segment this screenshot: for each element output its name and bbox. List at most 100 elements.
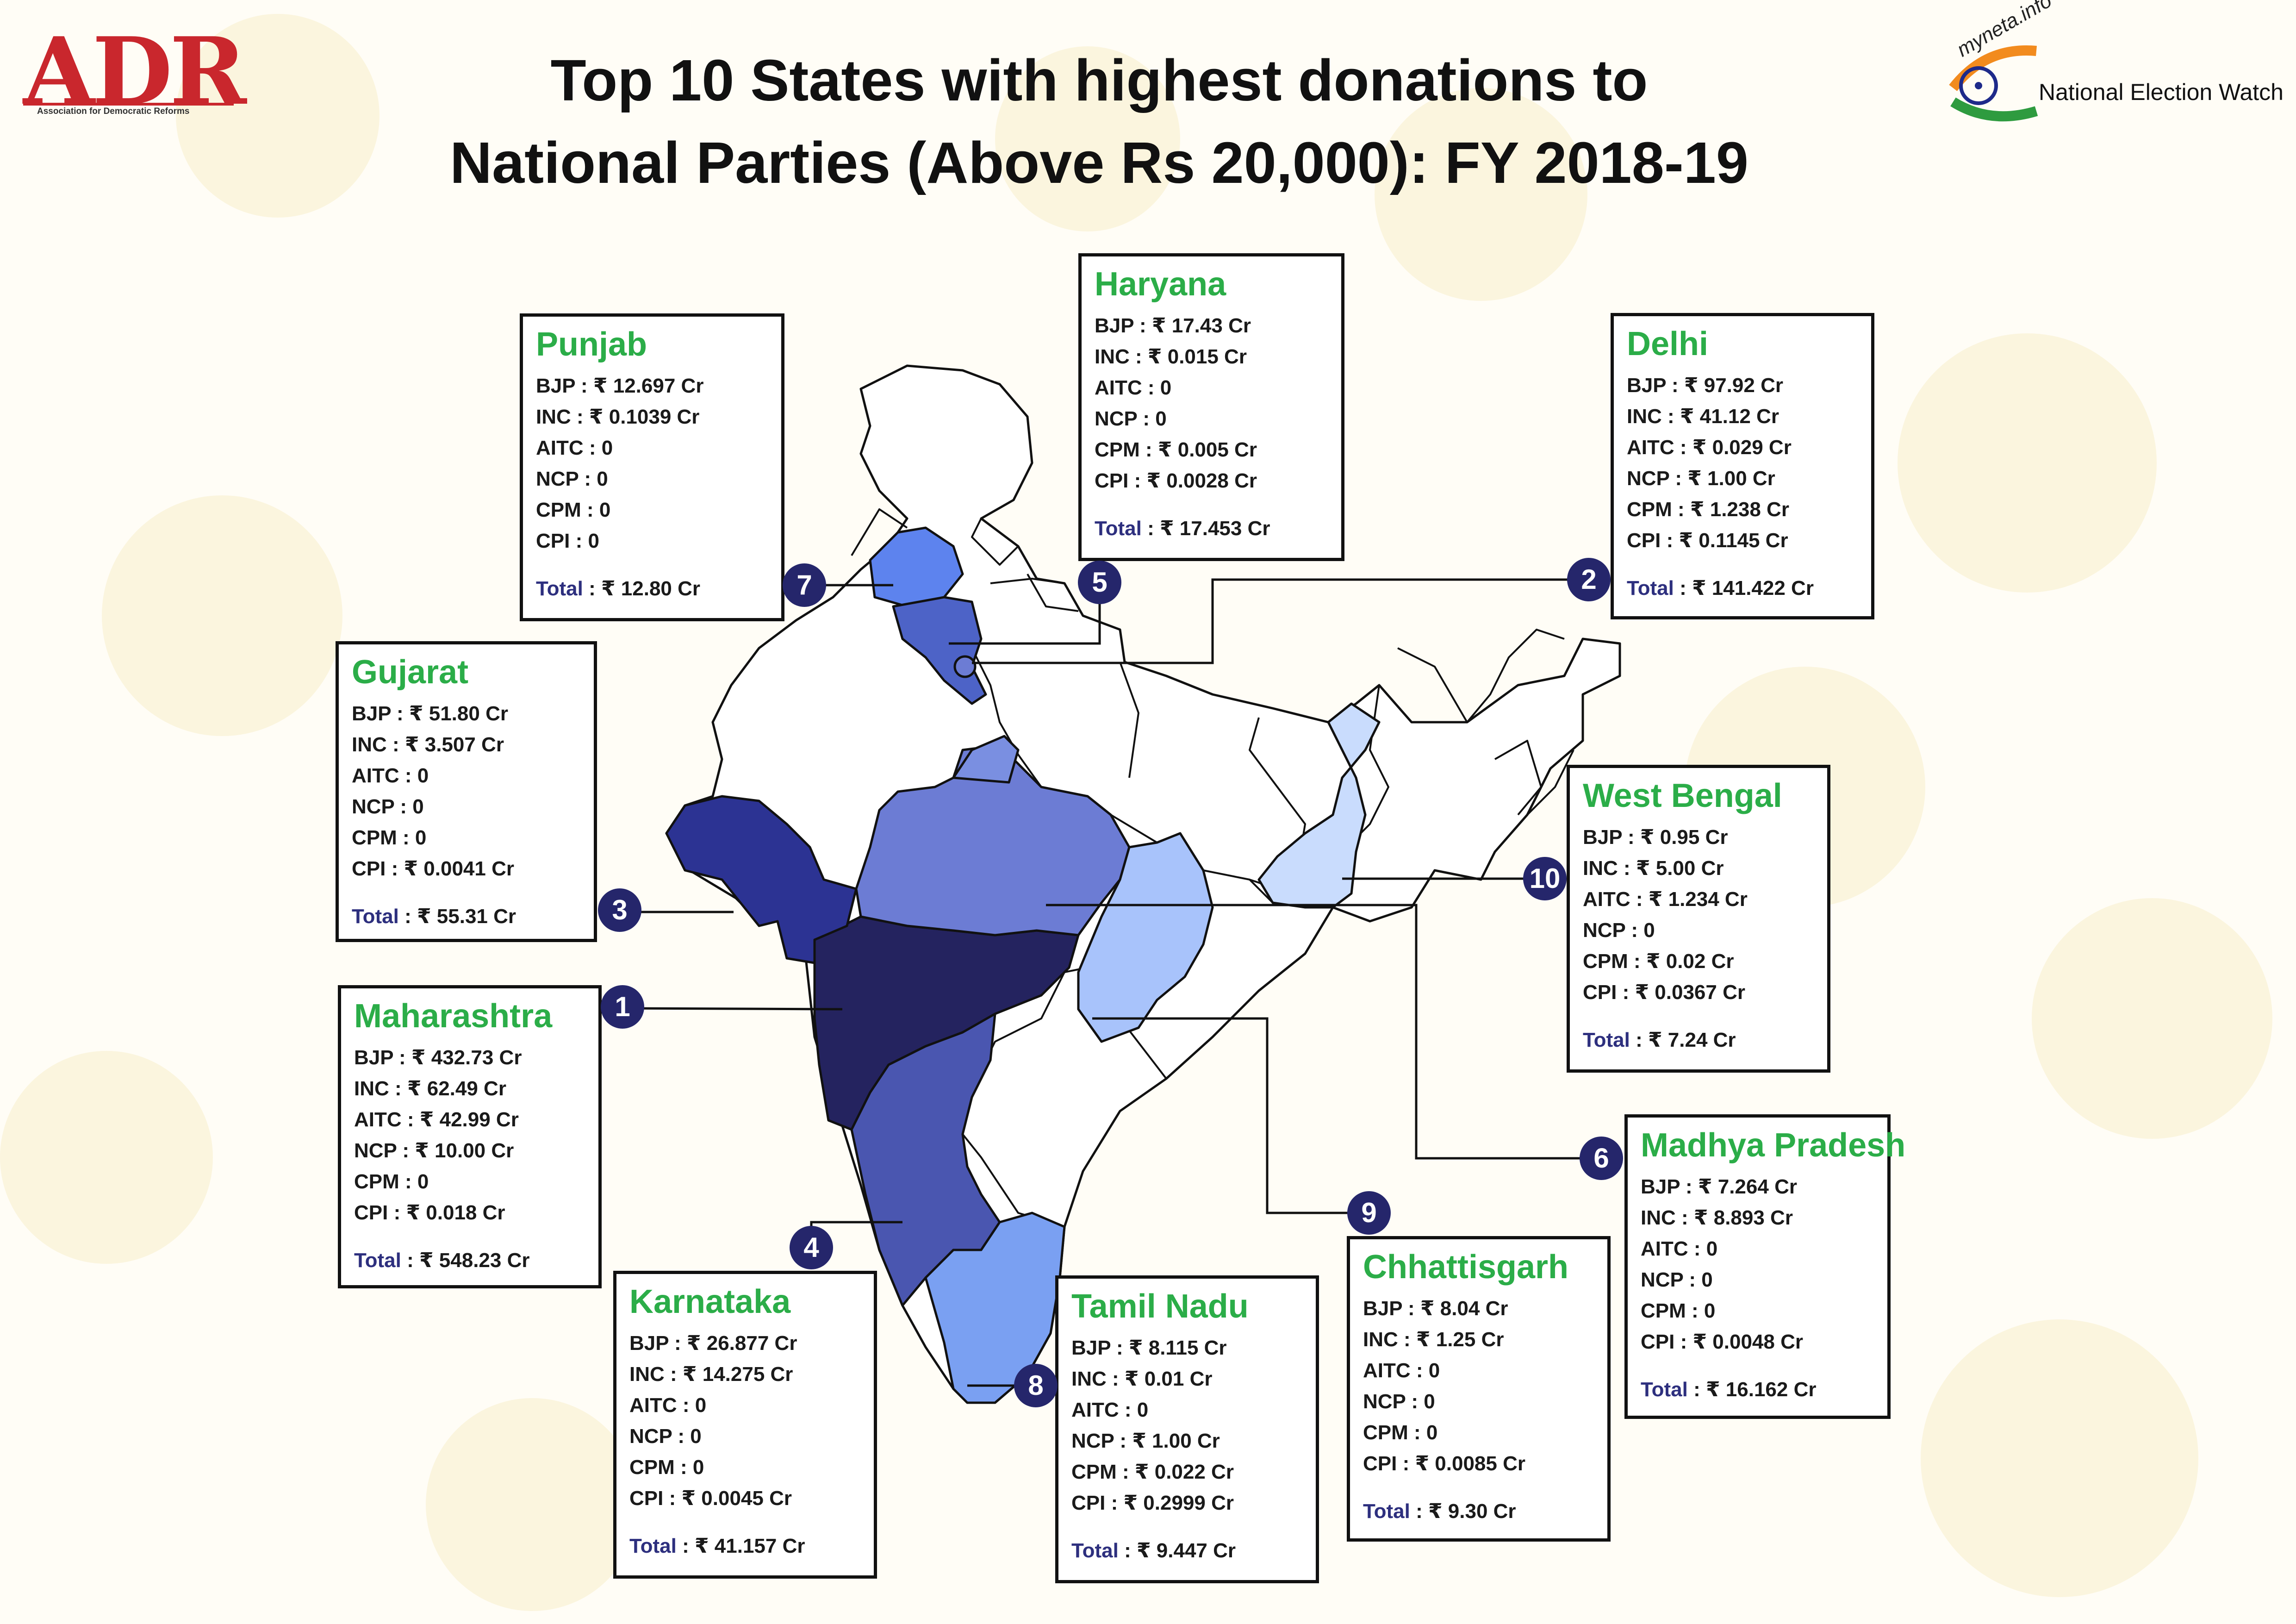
party-row-inc: INC : ₹ 62.49 Cr bbox=[354, 1077, 506, 1100]
total-label: Total bbox=[1641, 1378, 1688, 1401]
party-row-cpm: CPM : ₹ 0.02 Cr bbox=[1583, 950, 1734, 973]
state-name: Chhattisgarh bbox=[1363, 1249, 1569, 1286]
party-row-ncp: NCP : ₹ 10.00 Cr bbox=[354, 1139, 514, 1162]
party-row-aitc: AITC : ₹ 0.029 Cr bbox=[1627, 436, 1792, 459]
party-row-ncp: NCP : 0 bbox=[1641, 1268, 1713, 1291]
page-title: Top 10 States with highest donations to … bbox=[324, 39, 1874, 204]
party-row-cpi: CPI : ₹ 0.0028 Cr bbox=[1095, 469, 1257, 492]
party-row-aitc: AITC : 0 bbox=[1641, 1237, 1718, 1260]
total-label: Total bbox=[352, 905, 399, 928]
party-row-inc: INC : ₹ 0.015 Cr bbox=[1095, 345, 1247, 368]
party-row-aitc: AITC : ₹ 42.99 Cr bbox=[354, 1108, 519, 1131]
party-row-ncp: NCP : 0 bbox=[1583, 919, 1655, 942]
total-label: Total bbox=[629, 1535, 677, 1557]
party-row-cpi: CPI : ₹ 0.0041 Cr bbox=[352, 857, 514, 880]
state-shape-madhya-pradesh-north bbox=[952, 735, 1020, 784]
party-row-cpi: CPI : 0 bbox=[536, 530, 599, 552]
total-label: Total bbox=[1071, 1539, 1119, 1562]
party-row-bjp: BJP : ₹ 8.115 Cr bbox=[1071, 1337, 1227, 1359]
party-row-cpi: CPI : ₹ 0.0048 Cr bbox=[1641, 1330, 1803, 1353]
party-row-cpm: CPM : 0 bbox=[1363, 1421, 1438, 1444]
total-row: Total : ₹ 55.31 Cr bbox=[352, 903, 581, 931]
party-row-cpm: CPM : ₹ 1.238 Cr bbox=[1627, 498, 1789, 521]
state-box-maharashtra: Maharashtra BJP : ₹ 432.73 Cr INC : ₹ 62… bbox=[338, 985, 602, 1288]
party-row-aitc: AITC : 0 bbox=[1095, 376, 1172, 399]
title-line-2: National Parties (Above Rs 20,000): FY 2… bbox=[450, 130, 1748, 195]
total-row: Total : ₹ 7.24 Cr bbox=[1583, 1026, 1814, 1054]
rank-badge-10: 10 bbox=[1523, 857, 1567, 900]
total-row: Total : ₹ 9.30 Cr bbox=[1363, 1498, 1594, 1525]
national-election-watch-text: National Election Watch bbox=[2039, 79, 2284, 105]
total-row: Total : ₹ 16.162 Cr bbox=[1641, 1376, 1874, 1404]
total-label: Total bbox=[1583, 1029, 1630, 1051]
adr-logo-bar bbox=[23, 103, 234, 106]
state-name: Karnataka bbox=[629, 1283, 791, 1320]
state-shape-delhi bbox=[953, 655, 977, 678]
total-value: : ₹ 17.453 Cr bbox=[1141, 517, 1270, 540]
party-row-bjp: BJP : ₹ 12.697 Cr bbox=[536, 375, 704, 397]
party-row-aitc: AITC : ₹ 1.234 Cr bbox=[1583, 888, 1748, 911]
state-name: Gujarat bbox=[352, 654, 469, 691]
state-name: West Bengal bbox=[1583, 777, 1782, 814]
party-row-inc: INC : ₹ 0.01 Cr bbox=[1071, 1368, 1213, 1390]
total-value: : ₹ 141.422 Cr bbox=[1674, 577, 1814, 600]
party-row-ncp: NCP : 0 bbox=[1095, 407, 1167, 430]
party-row-aitc: AITC : 0 bbox=[1071, 1399, 1149, 1421]
party-row-bjp: BJP : ₹ 17.43 Cr bbox=[1095, 314, 1251, 337]
total-value: : ₹ 16.162 Cr bbox=[1687, 1378, 1817, 1401]
party-row-bjp: BJP : ₹ 0.95 Cr bbox=[1583, 826, 1728, 849]
total-value: : ₹ 7.24 Cr bbox=[1630, 1029, 1736, 1051]
state-shape-gujarat bbox=[665, 795, 858, 964]
state-shape-chhattisgarh bbox=[1077, 832, 1214, 1043]
party-row-ncp: NCP : 0 bbox=[1363, 1390, 1435, 1413]
party-row-cpm: CPM : 0 bbox=[1641, 1299, 1716, 1322]
state-shape-karnataka bbox=[850, 1012, 1001, 1307]
total-row: Total : ₹ 17.453 Cr bbox=[1095, 515, 1328, 543]
total-row: Total : ₹ 12.80 Cr bbox=[536, 575, 768, 603]
leader-9 bbox=[1092, 1017, 1369, 1214]
rank-badge-3: 3 bbox=[598, 888, 641, 932]
state-name: Madhya Pradesh bbox=[1641, 1127, 1906, 1164]
total-row: Total : ₹ 548.23 Cr bbox=[354, 1247, 585, 1274]
total-value: : ₹ 41.157 Cr bbox=[676, 1535, 805, 1557]
party-row-aitc: AITC : 0 bbox=[1363, 1359, 1440, 1382]
rank-badge-4: 4 bbox=[790, 1226, 833, 1269]
leader-6 bbox=[1046, 904, 1601, 1160]
party-row-ncp: NCP : ₹ 1.00 Cr bbox=[1627, 467, 1775, 490]
rank-badge-2: 2 bbox=[1567, 558, 1611, 601]
state-box-madhya-pradesh: Madhya Pradesh BJP : ₹ 7.264 Cr INC : ₹ … bbox=[1624, 1114, 1906, 1419]
party-row-ncp: NCP : ₹ 1.00 Cr bbox=[1071, 1430, 1220, 1452]
total-label: Total bbox=[1363, 1500, 1410, 1523]
party-row-cpi: CPI : ₹ 0.2999 Cr bbox=[1071, 1492, 1234, 1514]
state-name: Punjab bbox=[536, 326, 647, 363]
party-row-ncp: NCP : 0 bbox=[629, 1425, 702, 1448]
party-row-aitc: AITC : 0 bbox=[629, 1394, 707, 1417]
total-value: : ₹ 9.447 Cr bbox=[1118, 1539, 1236, 1562]
state-box-west-bengal: West Bengal BJP : ₹ 0.95 Cr INC : ₹ 5.00… bbox=[1567, 765, 1830, 1073]
adr-logo-text: ADR bbox=[23, 17, 247, 126]
total-label: Total bbox=[1627, 577, 1674, 600]
party-row-cpi: CPI : ₹ 0.0045 Cr bbox=[629, 1487, 792, 1510]
state-shape-madhya-pradesh bbox=[855, 744, 1131, 937]
rank-badge-6: 6 bbox=[1580, 1137, 1623, 1180]
party-row-aitc: AITC : 0 bbox=[536, 437, 613, 459]
rank-badge-8: 8 bbox=[1014, 1364, 1058, 1407]
party-row-bjp: BJP : ₹ 51.80 Cr bbox=[352, 702, 508, 725]
state-box-delhi: Delhi BJP : ₹ 97.92 Cr INC : ₹ 41.12 Cr … bbox=[1611, 313, 1874, 619]
total-row: Total : ₹ 9.447 Cr bbox=[1071, 1537, 1303, 1565]
total-value: : ₹ 548.23 Cr bbox=[401, 1249, 530, 1272]
leader-2 bbox=[972, 578, 1587, 664]
party-row-cpm: CPM : ₹ 0.022 Cr bbox=[1071, 1461, 1234, 1483]
party-row-cpm: CPM : 0 bbox=[536, 499, 611, 521]
party-row-inc: INC : ₹ 0.1039 Cr bbox=[536, 406, 700, 428]
state-shape-punjab bbox=[869, 526, 964, 608]
party-row-inc: INC : ₹ 5.00 Cr bbox=[1583, 857, 1724, 880]
total-label: Total bbox=[536, 577, 583, 600]
state-name: Haryana bbox=[1095, 266, 1226, 303]
state-box-haryana: Haryana BJP : ₹ 17.43 Cr INC : ₹ 0.015 C… bbox=[1078, 253, 1344, 561]
rank-badge-9: 9 bbox=[1347, 1191, 1391, 1235]
party-row-cpm: CPM : 0 bbox=[629, 1456, 704, 1479]
total-value: : ₹ 12.80 Cr bbox=[583, 577, 701, 600]
